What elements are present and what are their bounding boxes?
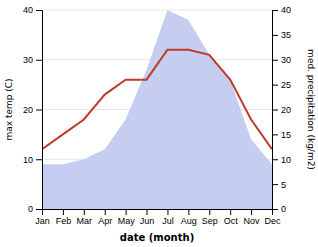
tick-mark <box>230 209 231 215</box>
tick-label: 35 <box>281 30 291 40</box>
axis-line <box>43 210 273 216</box>
area <box>42 10 272 209</box>
tick-mark <box>272 159 278 160</box>
tick-label: Jul <box>162 216 174 226</box>
tick-mark <box>272 209 278 210</box>
tick: 0 <box>28 204 42 214</box>
tick-label: Apr <box>98 216 112 226</box>
tick-mark <box>36 110 42 111</box>
tick-mark <box>36 10 42 11</box>
tick-label: 20 <box>281 105 291 115</box>
tick-label: 10 <box>23 155 33 165</box>
tick-mark <box>272 10 278 11</box>
y2-axis: 0 5 10 15 20 25 30 35 40 <box>272 5 291 214</box>
chart: JanFebMarAprMayJunJulAugSepOctNovDec0102… <box>0 0 318 247</box>
tick: 30 <box>272 55 291 65</box>
plot: JanFebMarAprMayJunJulAugSepOctNovDec0102… <box>23 5 291 226</box>
tick-mark <box>251 209 252 215</box>
tick-mark <box>209 209 210 215</box>
tick: Feb <box>56 209 72 226</box>
tick-label: May <box>118 216 136 226</box>
tick: 20 <box>23 105 42 115</box>
axis-line <box>273 11 279 210</box>
tick: 35 <box>272 30 291 40</box>
tick-label: 30 <box>23 55 33 65</box>
tick-mark <box>63 209 64 215</box>
grid <box>42 10 272 209</box>
tick-mark <box>272 184 278 185</box>
y-axis: 0 10 20 30 40 <box>23 5 43 214</box>
tick-label: Feb <box>56 216 72 226</box>
tick: Nov <box>244 209 261 226</box>
tick-mark <box>36 209 42 210</box>
tick-mark <box>272 134 278 135</box>
tick: 25 <box>272 80 291 90</box>
tick-label: 5 <box>281 180 286 190</box>
tick-label: 0 <box>281 204 286 214</box>
tick-mark <box>36 159 42 160</box>
tick-mark <box>84 209 85 215</box>
tick-label: Oct <box>224 216 239 226</box>
tick-label: 30 <box>281 55 291 65</box>
tick: 0 <box>272 204 286 214</box>
tick-label: Dec <box>264 216 281 226</box>
tick: 10 <box>23 155 42 165</box>
tick-mark <box>36 60 42 61</box>
x-axis: Jan Feb Mar Apr May Jun Jul Aug Sep Oct NovDec <box>35 209 281 226</box>
tick-label: 25 <box>281 80 291 90</box>
tick-label: 10 <box>281 155 291 165</box>
marks <box>42 10 272 209</box>
tick: Mar <box>77 209 93 226</box>
tick-mark <box>272 60 278 61</box>
tick-mark <box>188 209 189 215</box>
grid-line <box>42 10 272 11</box>
tick-label: 40 <box>281 5 291 15</box>
tick: May <box>118 209 136 226</box>
tick: 30 <box>23 55 42 65</box>
tick-label: Mar <box>77 216 93 226</box>
tick-label: Jan <box>35 216 50 226</box>
tick: Jan <box>35 209 50 226</box>
tick-label: 0 <box>28 204 33 214</box>
tick-label: Jun <box>140 216 155 226</box>
tick: 20 <box>272 105 291 115</box>
tick: 10 <box>272 155 291 165</box>
tick: Dec <box>264 209 281 226</box>
tick-mark <box>272 110 278 111</box>
tick-mark <box>272 85 278 86</box>
tick: 40 <box>272 5 291 15</box>
tick-label: 15 <box>281 130 291 140</box>
y-axis-title: max temp (C) <box>4 78 14 140</box>
tick: Aug <box>181 209 197 226</box>
tick: 15 <box>272 130 291 140</box>
tick-mark <box>126 209 127 215</box>
tick-label: Nov <box>244 216 261 226</box>
tick: Oct <box>224 209 239 226</box>
tick-label: Sep <box>202 216 218 226</box>
tick-label: Aug <box>181 216 197 226</box>
tick: Jun <box>140 209 155 226</box>
tick: 40 <box>23 5 42 15</box>
tick: Sep <box>202 209 218 226</box>
tick-mark <box>167 209 168 215</box>
line <box>42 50 272 150</box>
tick-label: 20 <box>23 105 33 115</box>
tick: Jul <box>162 209 174 226</box>
y2-axis-title: med. precipitation (kg/m2) <box>306 49 316 170</box>
tick-mark <box>272 35 278 36</box>
x-axis-title: date (month) <box>120 232 194 243</box>
tick: 5 <box>272 180 286 190</box>
tick-mark <box>147 209 148 215</box>
tick-mark <box>105 209 106 215</box>
axis-line <box>36 11 43 210</box>
tick-label: 40 <box>23 5 33 15</box>
tick: Apr <box>98 209 112 226</box>
